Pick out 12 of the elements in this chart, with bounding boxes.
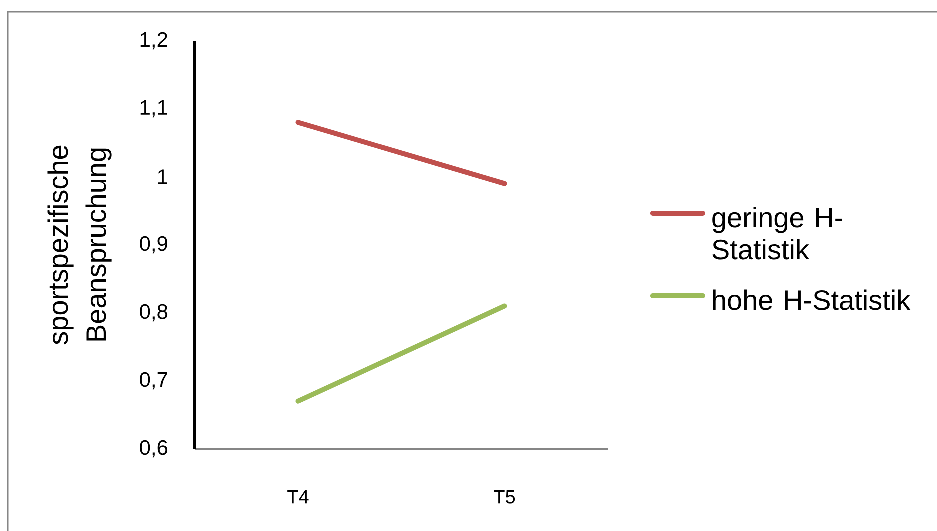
y-tick-label: 1,2 [140,32,168,50]
y-tick-label: 0,6 [140,440,168,458]
y-tick-label: 0,9 [140,236,168,254]
legend-label: geringe H-Statistik [712,207,842,260]
y-tick-label: 1 [158,170,168,184]
y-axis-title: sportspezifische Beanspruchung [48,146,112,345]
legend-label: hohe H-Statistik [713,290,911,310]
y-tick-label: 0,7 [140,372,168,390]
x-tick-label: T4 [288,490,309,504]
y-tick-label: 1,1 [140,100,168,118]
y-tick-label: 0,8 [140,304,168,322]
x-tick-label: T5 [494,490,516,504]
